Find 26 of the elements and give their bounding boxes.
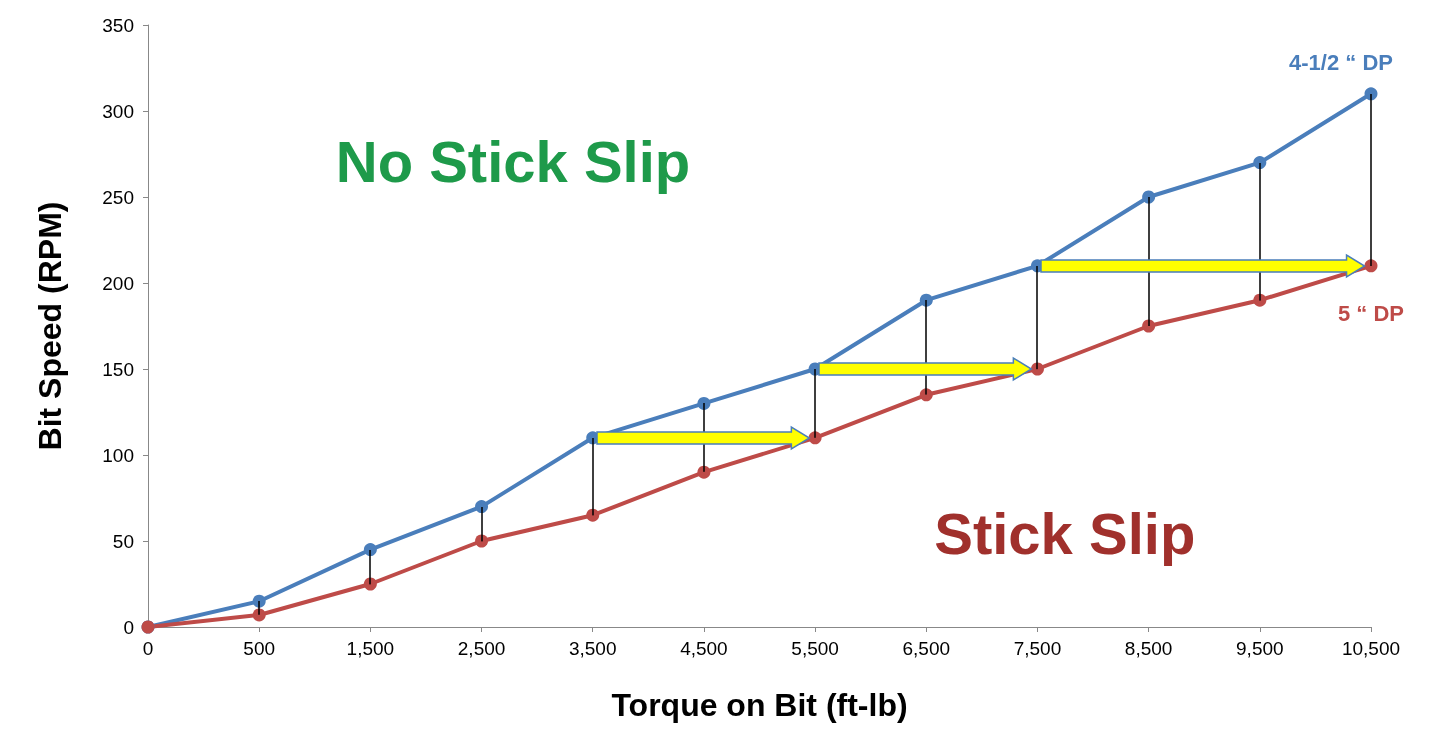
x-tick-label: 5,500 — [791, 638, 839, 659]
x-tick-label: 2,500 — [457, 638, 506, 659]
x-tick-label: 8,500 — [1124, 638, 1173, 659]
x-tick-label: 9,500 — [1236, 638, 1284, 659]
y-tick-label: 50 — [112, 530, 134, 552]
annotation: No Stick Slip — [335, 128, 691, 194]
y-tick-label: 0 — [123, 616, 134, 638]
y-tick-label: 100 — [102, 444, 134, 466]
series-label: 5 “ DP — [1337, 300, 1405, 326]
y-tick-label: 200 — [102, 272, 134, 294]
y-tick-label: 250 — [102, 186, 134, 208]
x-axis-title: Torque on Bit (ft-lb) — [611, 687, 908, 723]
x-tick-label: 10,500 — [1341, 638, 1401, 659]
x-tick-label: 7,500 — [1013, 638, 1062, 659]
y-tick-label: 300 — [102, 100, 134, 122]
x-tick-label: 6,500 — [902, 638, 951, 659]
y-axis-title: Bit Speed (RPM) — [32, 201, 68, 451]
x-tick-label: 0 — [142, 638, 154, 659]
series-label: 4-1/2 “ DP — [1289, 49, 1393, 75]
x-tick-label: 4,500 — [680, 638, 728, 659]
x-tick-label: 500 — [243, 638, 276, 659]
y-tick-label: 150 — [102, 358, 134, 380]
y-tick-label: 350 — [102, 14, 134, 36]
annotation: Stick Slip — [934, 500, 1196, 566]
x-tick-label: 1,500 — [346, 638, 395, 659]
x-tick-label: 3,500 — [568, 638, 617, 659]
